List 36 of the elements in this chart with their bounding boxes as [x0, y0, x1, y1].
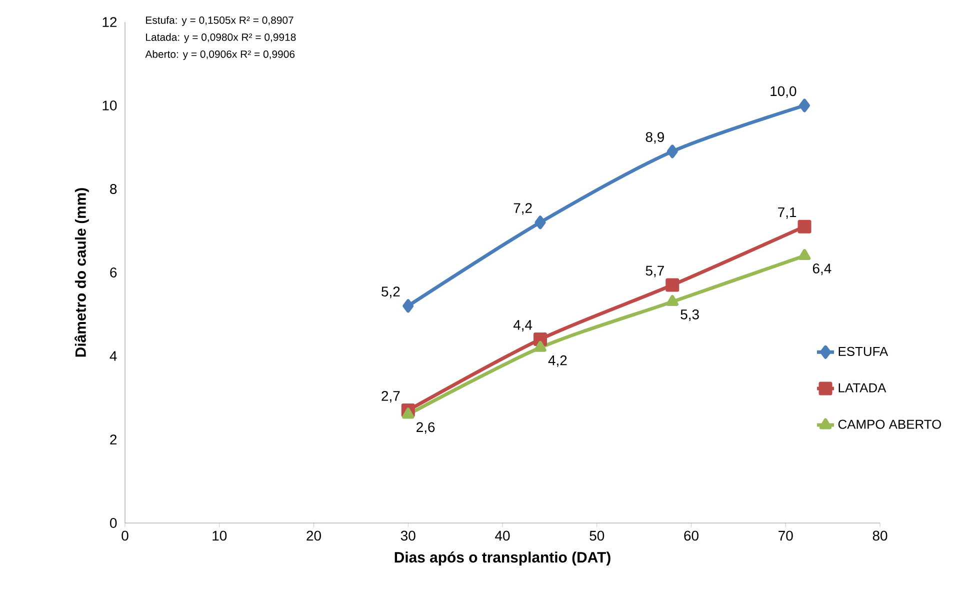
- y-tick-label: 4: [110, 351, 117, 361]
- x-tick-label: 0: [122, 530, 128, 541]
- y-tick-label: 12: [102, 17, 117, 27]
- legend-label: ESTUFA: [838, 346, 888, 356]
- data-label: 2,7: [382, 390, 400, 403]
- x-tick-label: 60: [684, 530, 698, 541]
- y-axis-title: Diâmetro do caule (mm): [74, 188, 89, 357]
- x-tick-label: 30: [400, 530, 416, 541]
- data-label: 6,4: [812, 264, 832, 276]
- y-tick-label: 8: [110, 184, 117, 194]
- data-label: 2,6: [416, 422, 435, 434]
- annotation: Aberto: y = 0,0906x R² = 0,9906: [145, 50, 295, 60]
- data-label: 7,1: [778, 207, 796, 219]
- y-tick-label: 2: [110, 434, 117, 444]
- x-tick-label: 20: [306, 530, 321, 541]
- x-axis-title: Dias após o transplantio (DAT): [394, 551, 610, 566]
- x-tick-label: 40: [495, 530, 510, 541]
- data-label: 5,2: [382, 286, 400, 298]
- data-label: 4,2: [548, 355, 567, 367]
- annotation: Estufa: y = 0,1505x R² = 0,8907: [146, 16, 294, 26]
- data-label: 8,9: [646, 132, 664, 144]
- x-tick-label: 10: [212, 530, 227, 541]
- x-tick-label: 50: [590, 530, 604, 541]
- data-label: 5,3: [680, 309, 699, 321]
- x-tick-label: 80: [872, 530, 888, 541]
- y-tick-label: 10: [102, 100, 117, 110]
- x-tick-label: 70: [778, 530, 793, 541]
- data-label: 7,2: [514, 203, 532, 215]
- data-label: 5,7: [646, 266, 664, 278]
- data-label: 10,0: [770, 86, 796, 98]
- data-label: 4,4: [513, 320, 532, 332]
- annotation: Latada: y = 0,0980x R² = 0,9918: [146, 33, 296, 43]
- y-tick-label: 6: [110, 268, 117, 278]
- legend-label: LATADA: [838, 383, 886, 392]
- legend-label: CAMPO ABERTO: [838, 420, 942, 429]
- y-tick-label: 0: [110, 518, 117, 528]
